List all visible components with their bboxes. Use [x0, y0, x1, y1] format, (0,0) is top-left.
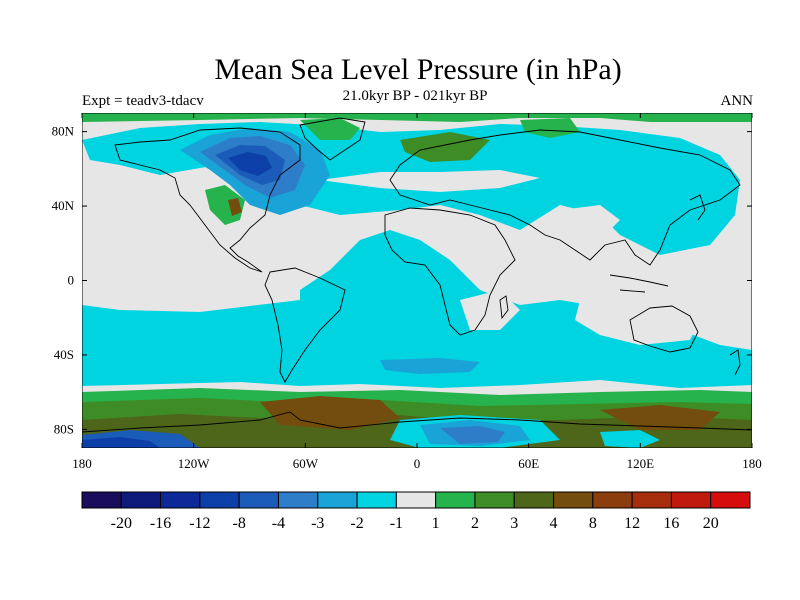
lon-tick-label: 60W	[293, 456, 319, 471]
colorbar-label: -4	[272, 515, 285, 532]
colorbar-box	[356, 491, 397, 509]
contour-greenland-positive	[300, 118, 360, 140]
colorbar-label: -2	[350, 515, 363, 532]
colorbar-box	[81, 491, 122, 509]
coast-australia	[629, 305, 699, 353]
plot-subtitle: 21.0kyr BP - 021kyr BP	[342, 88, 488, 104]
colorbar-box	[670, 491, 712, 509]
colorbar-label: -20	[111, 515, 132, 532]
contour-safrica-neutral	[460, 290, 520, 330]
colorbar-label: -12	[189, 515, 210, 532]
lon-tick-label: 60E	[518, 456, 539, 471]
lat-tick-label: 80S	[54, 421, 74, 436]
colorbar-box	[238, 491, 279, 509]
colorbar-label: 1	[432, 515, 440, 532]
contour-antarctic-positive-4b	[600, 405, 720, 430]
coast-north-america	[114, 127, 301, 273]
colorbar-label: 12	[624, 515, 640, 532]
contour-sh-negative-1	[82, 230, 752, 388]
lon-tick-label: 0	[414, 456, 421, 471]
colorbar-box	[395, 491, 437, 509]
colorbar-box	[199, 491, 240, 509]
map-area	[82, 113, 752, 448]
colorbar-label: -16	[150, 515, 171, 532]
colorbar-box	[631, 491, 672, 509]
coast-greenland	[299, 117, 366, 161]
contour-antarctic-positive-4	[260, 396, 400, 430]
season-label: ANN	[720, 93, 754, 109]
lat-tick-label: 80N	[52, 124, 75, 139]
contour-asia-neutral	[560, 205, 620, 240]
colorbar-label: -8	[233, 515, 246, 532]
colorbar-label: 8	[589, 515, 597, 532]
colorbar-box	[513, 491, 555, 509]
colorbar-box	[160, 491, 201, 509]
coast-eurasia	[389, 129, 741, 266]
coast-antarctica	[82, 411, 752, 433]
contour-na-negative-8	[228, 152, 272, 176]
coast-africa	[384, 207, 516, 336]
colorbar-label: 16	[663, 515, 679, 532]
colorbar-box	[710, 491, 751, 509]
contour-siberia-positive	[520, 118, 580, 138]
lon-tick-label: 120W	[178, 456, 211, 471]
colorbar-box	[317, 491, 358, 509]
contour-antarctic-negative-8	[82, 437, 160, 448]
colorbar-box	[474, 491, 515, 509]
contour-australia-neutral	[575, 300, 700, 345]
contour-na-positive-1	[205, 185, 245, 225]
lon-axis: 180 120W 60W 0 60E 120E 180	[72, 113, 762, 471]
contour-satl-negative-2	[380, 358, 480, 374]
lat-axis: 80N 40N 0 40S 80S	[52, 124, 752, 436]
coast-japan	[689, 194, 706, 221]
colorbar-label: 3	[510, 515, 518, 532]
lon-tick-label: 120E	[627, 456, 655, 471]
coast-south-america	[264, 267, 346, 383]
colorbar-box	[435, 491, 476, 509]
colorbar-box	[553, 491, 594, 509]
coastlines	[82, 117, 752, 433]
contour-antarctic-negative-3	[440, 426, 505, 444]
colorbar-label: 2	[471, 515, 479, 532]
colorbar-label: -1	[390, 515, 403, 532]
colorbar-label: 20	[703, 515, 719, 532]
colorbar-box	[592, 491, 633, 509]
experiment-label: Expt = teadv3-tdacv	[82, 93, 204, 109]
colorbar-box	[120, 491, 162, 509]
lon-tick-label: 180	[72, 456, 92, 471]
colorbar-label: -3	[311, 515, 324, 532]
lat-tick-label: 0	[68, 273, 75, 288]
coast-madagascar	[499, 295, 509, 320]
colorbar-label: 4	[550, 515, 558, 532]
lat-tick-label: 40S	[54, 347, 74, 362]
contour-antarctic-negative-1b	[600, 430, 660, 448]
lon-tick-label: 180	[742, 456, 762, 471]
colorbar-box	[277, 491, 319, 509]
contour-na-positive-4	[228, 198, 242, 216]
contour-natl-positive	[400, 132, 490, 162]
coast-new-zealand	[729, 349, 741, 376]
colorbar: -20 -16 -12 -8 -4 -3 -2 -1 1 2 3 4 8 12 16 20	[81, 491, 751, 532]
contour-pacific-neutral	[82, 278, 300, 312]
plot-title: Mean Sea Level Pressure (in hPa)	[214, 53, 622, 86]
coast-indonesia	[609, 274, 669, 293]
contour-nh-neutral	[320, 170, 540, 192]
lat-tick-label: 40N	[52, 198, 75, 213]
